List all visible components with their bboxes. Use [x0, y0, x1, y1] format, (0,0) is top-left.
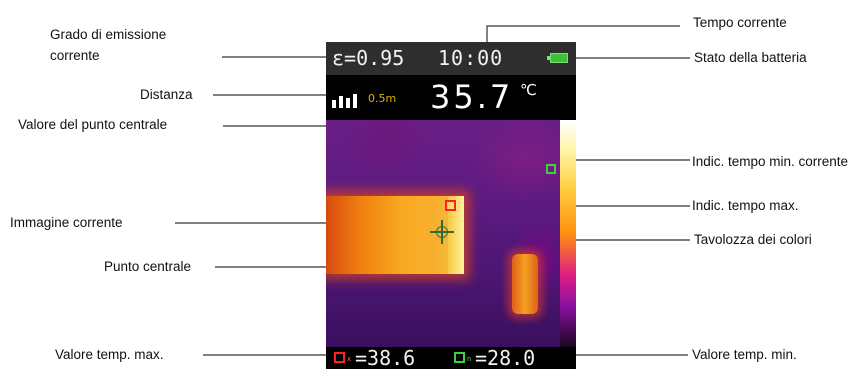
bottom-bar: x =38.6 n =28.0	[326, 347, 576, 369]
distance-readout: 0.5m	[368, 92, 397, 105]
label-distance: Distanza	[140, 87, 193, 102]
temperature-unit: ℃	[520, 81, 537, 99]
label-current-time: Tempo corrente	[693, 15, 787, 30]
center-crosshair-icon	[430, 220, 454, 244]
max-box-icon	[334, 352, 345, 363]
label-min-temp-indicator: Indic. tempo min. corrente	[692, 154, 849, 169]
distance-signal-icon	[332, 92, 364, 108]
max-subscript: x	[347, 355, 352, 363]
label-max-temp-indicator: Indic. tempo max.	[692, 198, 799, 213]
min-temp-marker-icon	[546, 164, 556, 174]
label-battery-status: Stato della batteria	[694, 50, 807, 65]
color-palette-bar	[560, 120, 576, 347]
status-bar: ε=0.95 10:00	[326, 42, 576, 75]
min-box-icon	[454, 352, 465, 363]
emissivity-readout: ε=0.95	[332, 46, 405, 70]
label-max-temp-value: Valore temp. max.	[55, 347, 164, 362]
min-temp-readout: =28.0	[475, 346, 536, 369]
time-readout: 10:00	[438, 46, 504, 70]
max-temp-marker-icon	[445, 200, 456, 211]
battery-icon	[547, 53, 568, 63]
label-center-point-value: Valore del punto centrale	[18, 117, 168, 132]
label-emissivity: Grado di emissione corrente	[50, 27, 167, 63]
label-current-image: Immagine corrente	[10, 215, 123, 230]
info-bar: 0.5m 35.7 ℃	[326, 75, 576, 120]
max-temp-readout: =38.6	[355, 346, 416, 369]
label-center-point: Punto centrale	[104, 259, 192, 274]
label-color-palette: Tavolozza dei colori	[694, 232, 812, 247]
hot-region-small	[512, 254, 538, 314]
min-subscript: n	[467, 355, 472, 363]
label-min-temp-value: Valore temp. min.	[692, 347, 797, 362]
thermal-camera-screen: ε=0.95 10:00 0.5m 35.7 ℃ x =38.6 n =28.0	[326, 42, 576, 369]
center-value-readout: 35.7	[430, 78, 514, 116]
